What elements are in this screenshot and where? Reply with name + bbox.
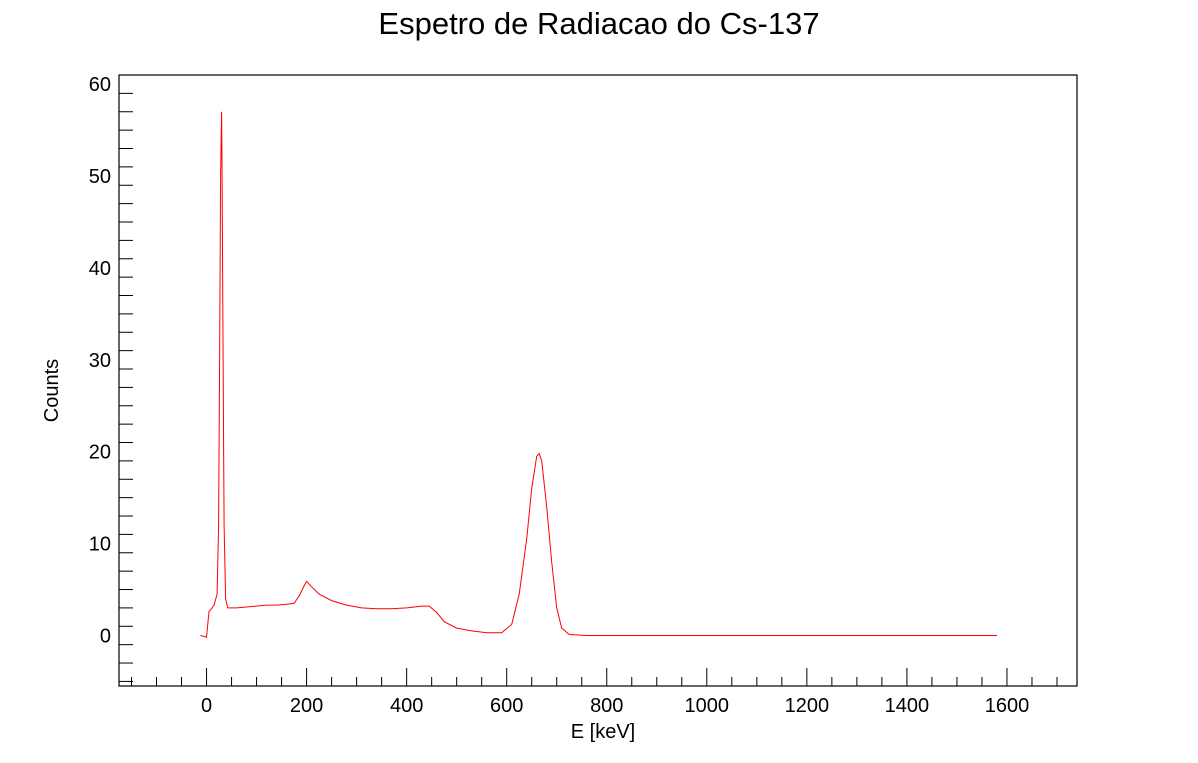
y-axis-ticks: 0 10 20 30 40 50 60 — [89, 74, 133, 682]
y-axis-label: Counts — [41, 359, 63, 422]
y-tick-label: 10 — [89, 534, 111, 556]
y-tick-label: 0 — [100, 625, 111, 647]
x-tick-label: 800 — [590, 695, 623, 717]
y-tick-label: 60 — [89, 74, 111, 96]
y-tick-label: 20 — [89, 442, 111, 464]
y-tick-label: 40 — [89, 258, 111, 280]
x-tick-label: 1200 — [785, 695, 830, 717]
x-tick-label: 1000 — [685, 695, 730, 717]
chart-title: Espetro de Radiacao do Cs-137 — [378, 6, 820, 41]
x-tick-label: 600 — [490, 695, 523, 717]
x-tick-label: 1600 — [985, 695, 1030, 717]
x-tick-label: 0 — [201, 695, 212, 717]
x-axis-ticks: 0 200 400 600 800 1000 1200 1400 1600 — [131, 668, 1058, 717]
y-tick-label: 30 — [89, 350, 111, 372]
x-tick-label: 200 — [290, 695, 323, 717]
y-tick-label: 50 — [89, 166, 111, 188]
plot-frame — [118, 74, 1078, 687]
x-tick-label: 1400 — [885, 695, 930, 717]
x-axis-label: E [keV] — [571, 721, 635, 743]
spectrum-line — [200, 111, 997, 638]
x-tick-label: 400 — [390, 695, 423, 717]
